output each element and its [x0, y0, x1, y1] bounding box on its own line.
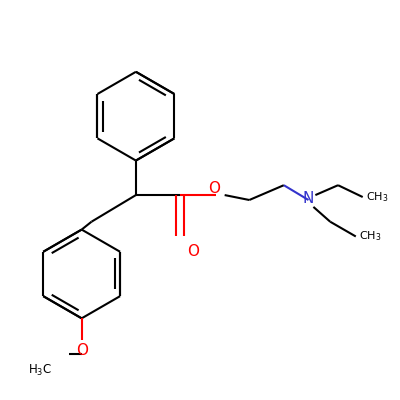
Text: O: O: [187, 244, 199, 259]
Text: H$_3$C: H$_3$C: [28, 363, 52, 378]
Text: N: N: [303, 190, 314, 206]
Text: CH$_3$: CH$_3$: [366, 190, 388, 204]
Text: O: O: [76, 343, 88, 358]
Text: CH$_3$: CH$_3$: [359, 230, 381, 243]
Text: O: O: [208, 181, 220, 196]
